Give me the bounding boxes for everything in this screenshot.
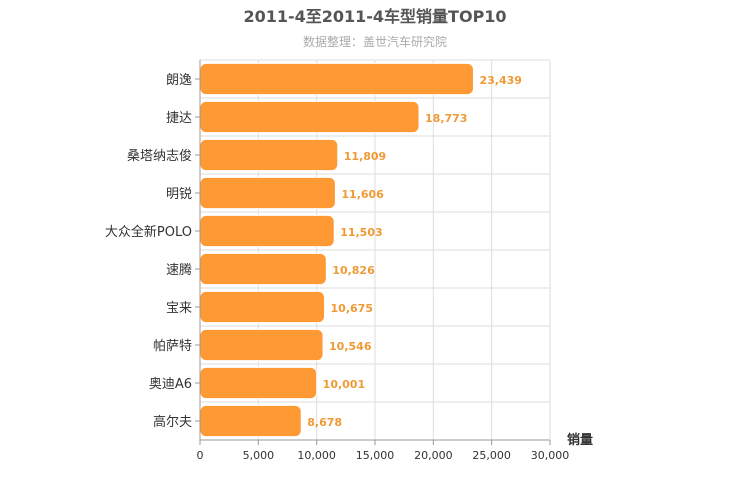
category-label: 桑塔纳志俊 [127, 149, 192, 164]
bar [199, 328, 324, 362]
value-label: 11,809 [344, 150, 386, 163]
category-label: 速腾 [166, 262, 192, 278]
value-label: 10,546 [329, 340, 372, 353]
chart-subtitle: 数据整理：盖世汽车研究院 [303, 34, 447, 49]
category-label: 帕萨特 [153, 339, 192, 354]
bar [199, 366, 318, 400]
category-label: 明锐 [166, 187, 192, 202]
x-axis-title: 销量 [567, 432, 593, 448]
x-tick-label: 20,000 [414, 449, 453, 462]
bar [199, 100, 420, 134]
category-label: 宝来 [166, 301, 192, 316]
category-label: 奥迪A6 [149, 377, 192, 392]
bar [199, 62, 474, 96]
value-label: 8,678 [307, 416, 342, 429]
x-tick-label: 30,000 [531, 449, 570, 462]
value-label: 18,773 [425, 112, 467, 125]
value-label: 11,606 [341, 188, 384, 201]
bar [199, 176, 336, 210]
value-label: 23,439 [479, 74, 521, 87]
value-label: 10,001 [323, 378, 365, 391]
category-label: 大众全新POLO [105, 224, 192, 240]
axes: 0 5,000 10,000 15,000 20,000 25,000 30,000 朗逸捷达… [105, 60, 569, 462]
value-label: 10,826 [332, 264, 375, 277]
bar [199, 214, 335, 248]
x-tick-label: 0 [197, 449, 204, 462]
x-tick-label: 25,000 [472, 449, 511, 462]
x-tick-label: 15,000 [356, 449, 395, 462]
category-label: 高尔夫 [153, 414, 192, 430]
x-tick-label: 5,000 [243, 449, 275, 462]
x-tick-label: 10,000 [297, 449, 336, 462]
bar [199, 138, 339, 172]
bars: 23,439 18,773 11,809 11,606 11,503 10,826 10,6… [199, 62, 522, 438]
bar [199, 290, 326, 324]
category-label: 朗逸 [166, 73, 192, 88]
category-label: 捷达 [166, 111, 192, 126]
bar [199, 252, 327, 286]
bar [199, 404, 302, 438]
value-label: 10,675 [331, 302, 373, 315]
value-label: 11,503 [340, 226, 382, 239]
chart-title: 2011-4至2011-4车型销量TOP10 [243, 7, 506, 26]
